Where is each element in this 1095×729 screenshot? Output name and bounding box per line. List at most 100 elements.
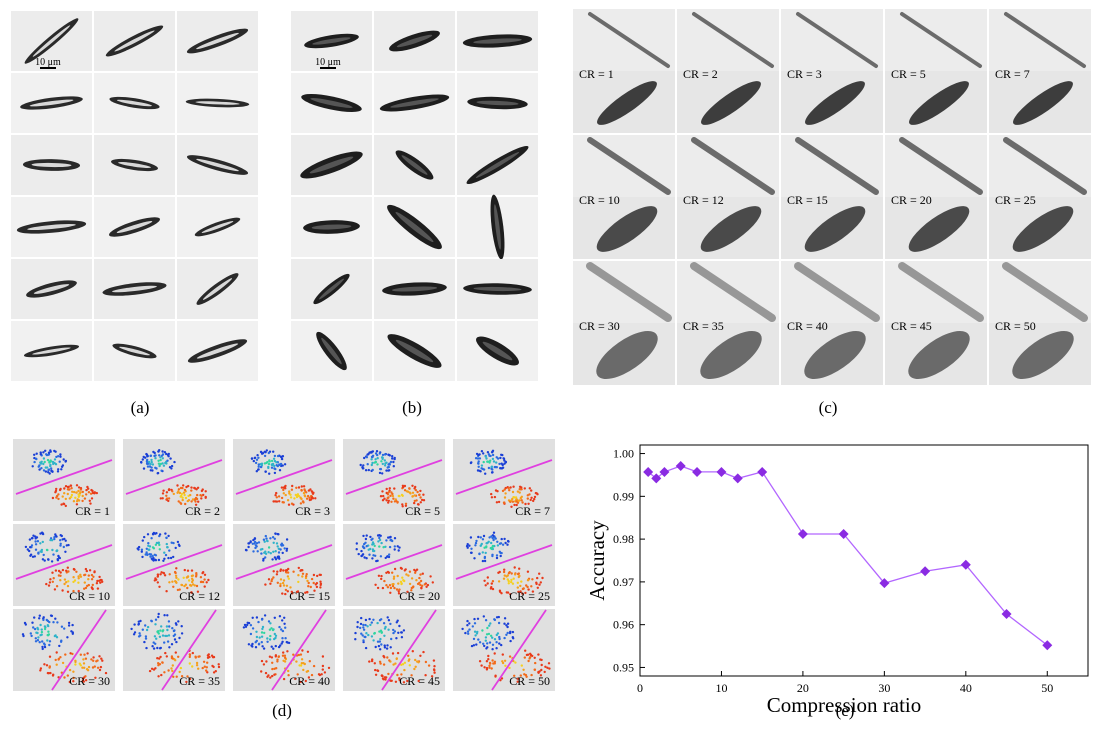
scatter-dot <box>271 662 273 664</box>
scatter-dot <box>514 661 516 663</box>
scatter-dot <box>276 496 278 498</box>
scatter-dot <box>489 641 491 643</box>
scatter-dot <box>47 454 49 456</box>
scatter-dot <box>391 455 393 457</box>
scatter-dot <box>263 663 265 665</box>
scatter-dot <box>287 575 289 577</box>
scatter-dot <box>376 622 378 624</box>
scatter-dot <box>266 641 268 643</box>
scatter-dot <box>196 494 198 496</box>
scatter-dot <box>386 644 388 646</box>
scatter-dot <box>267 466 269 468</box>
scatter-dot <box>72 576 74 578</box>
scatter-dot <box>147 542 149 544</box>
scatter-dot <box>372 469 374 471</box>
scatter-dot <box>375 646 377 648</box>
scatter-dot <box>500 454 502 456</box>
scatter-dot <box>205 496 207 498</box>
scatter-dot <box>362 535 364 537</box>
scale-bar-label: 10 μm <box>35 57 61 68</box>
scatter-dot <box>162 453 164 455</box>
scatter-dot <box>33 454 35 456</box>
scatter-dot <box>300 664 302 666</box>
scatter-dot <box>189 662 191 664</box>
scatter-dot <box>530 489 532 491</box>
scatter-dot <box>147 626 149 628</box>
scatter-dot <box>380 460 382 462</box>
scatter-dot <box>322 668 324 670</box>
scatter-dot <box>371 635 373 637</box>
scatter-dot <box>34 535 36 537</box>
scatter-dot <box>43 457 45 459</box>
scatter-dot <box>171 581 173 583</box>
plot-frame <box>640 445 1088 676</box>
scatter-dot <box>300 498 302 500</box>
scatter-dot <box>514 566 516 568</box>
scatter-dot <box>271 467 273 469</box>
scatter-dot <box>184 569 186 571</box>
scatter-dot <box>527 579 529 581</box>
scatter-dot <box>55 463 57 465</box>
scatter-dot <box>74 660 76 662</box>
scatter-dot <box>170 467 172 469</box>
scatter-dot <box>183 585 185 587</box>
scatter-dot <box>39 624 41 626</box>
scatter-dot <box>510 579 512 581</box>
scatter-dot <box>544 671 546 673</box>
scatter-dot <box>265 537 267 539</box>
scatter-dot <box>396 657 398 659</box>
scatter-dot <box>42 541 44 543</box>
scatter-dot <box>316 586 318 588</box>
scatter-dot <box>41 461 43 463</box>
scatter-dot <box>306 580 308 582</box>
scatter-dot <box>301 649 303 651</box>
scatter-dot <box>248 643 250 645</box>
scatter-dot <box>261 641 263 643</box>
scatter-dot <box>157 472 159 474</box>
scatter-dot <box>485 545 487 547</box>
scatter-dot <box>78 577 80 579</box>
scatter-dot <box>377 587 379 589</box>
scatter-dot <box>414 659 416 661</box>
scatter-dot <box>494 675 496 677</box>
scatter-dot <box>42 619 44 621</box>
scatter-dot <box>58 645 60 647</box>
scatter-dot <box>96 580 98 582</box>
scatter-dot <box>433 665 435 667</box>
scatter-dot <box>368 618 370 620</box>
scatter-dot <box>42 648 44 650</box>
scatter-dot <box>512 636 514 638</box>
scatter-dot <box>255 462 257 464</box>
scatter-dot <box>149 545 151 547</box>
scatter-dot <box>497 457 499 459</box>
scatter-dot <box>173 461 175 463</box>
scatter-dot <box>388 619 390 621</box>
scatter-dot <box>391 572 393 574</box>
scatter-dot <box>389 584 391 586</box>
scatter-dot <box>385 469 387 471</box>
cr-label: CR = 35 <box>683 319 724 333</box>
scatter-dot <box>467 633 469 635</box>
scatter-dot <box>25 546 27 548</box>
scatter-dot <box>61 626 63 628</box>
scatter-dot <box>371 658 373 660</box>
cr-label: CR = 35 <box>179 674 220 688</box>
scatter-dot <box>87 669 89 671</box>
scatter-dot <box>376 463 378 465</box>
scatter-dot <box>422 573 424 575</box>
scatter-dot <box>183 492 185 494</box>
scatter-dot <box>41 549 43 551</box>
scatter-dot <box>44 450 46 452</box>
y-tick-label: 0.98 <box>613 532 634 546</box>
scatter-dot <box>285 569 287 571</box>
scatter-dot <box>518 575 520 577</box>
scatter-dot <box>154 623 156 625</box>
scatter-dot <box>80 664 82 666</box>
scatter-dot <box>374 584 376 586</box>
scatter-dot <box>62 538 64 540</box>
scatter-dot <box>41 628 43 630</box>
scatter-dot <box>268 546 270 548</box>
scatter-dot <box>247 542 249 544</box>
scatter-dot <box>322 655 324 657</box>
cr-label: CR = 30 <box>69 674 110 688</box>
